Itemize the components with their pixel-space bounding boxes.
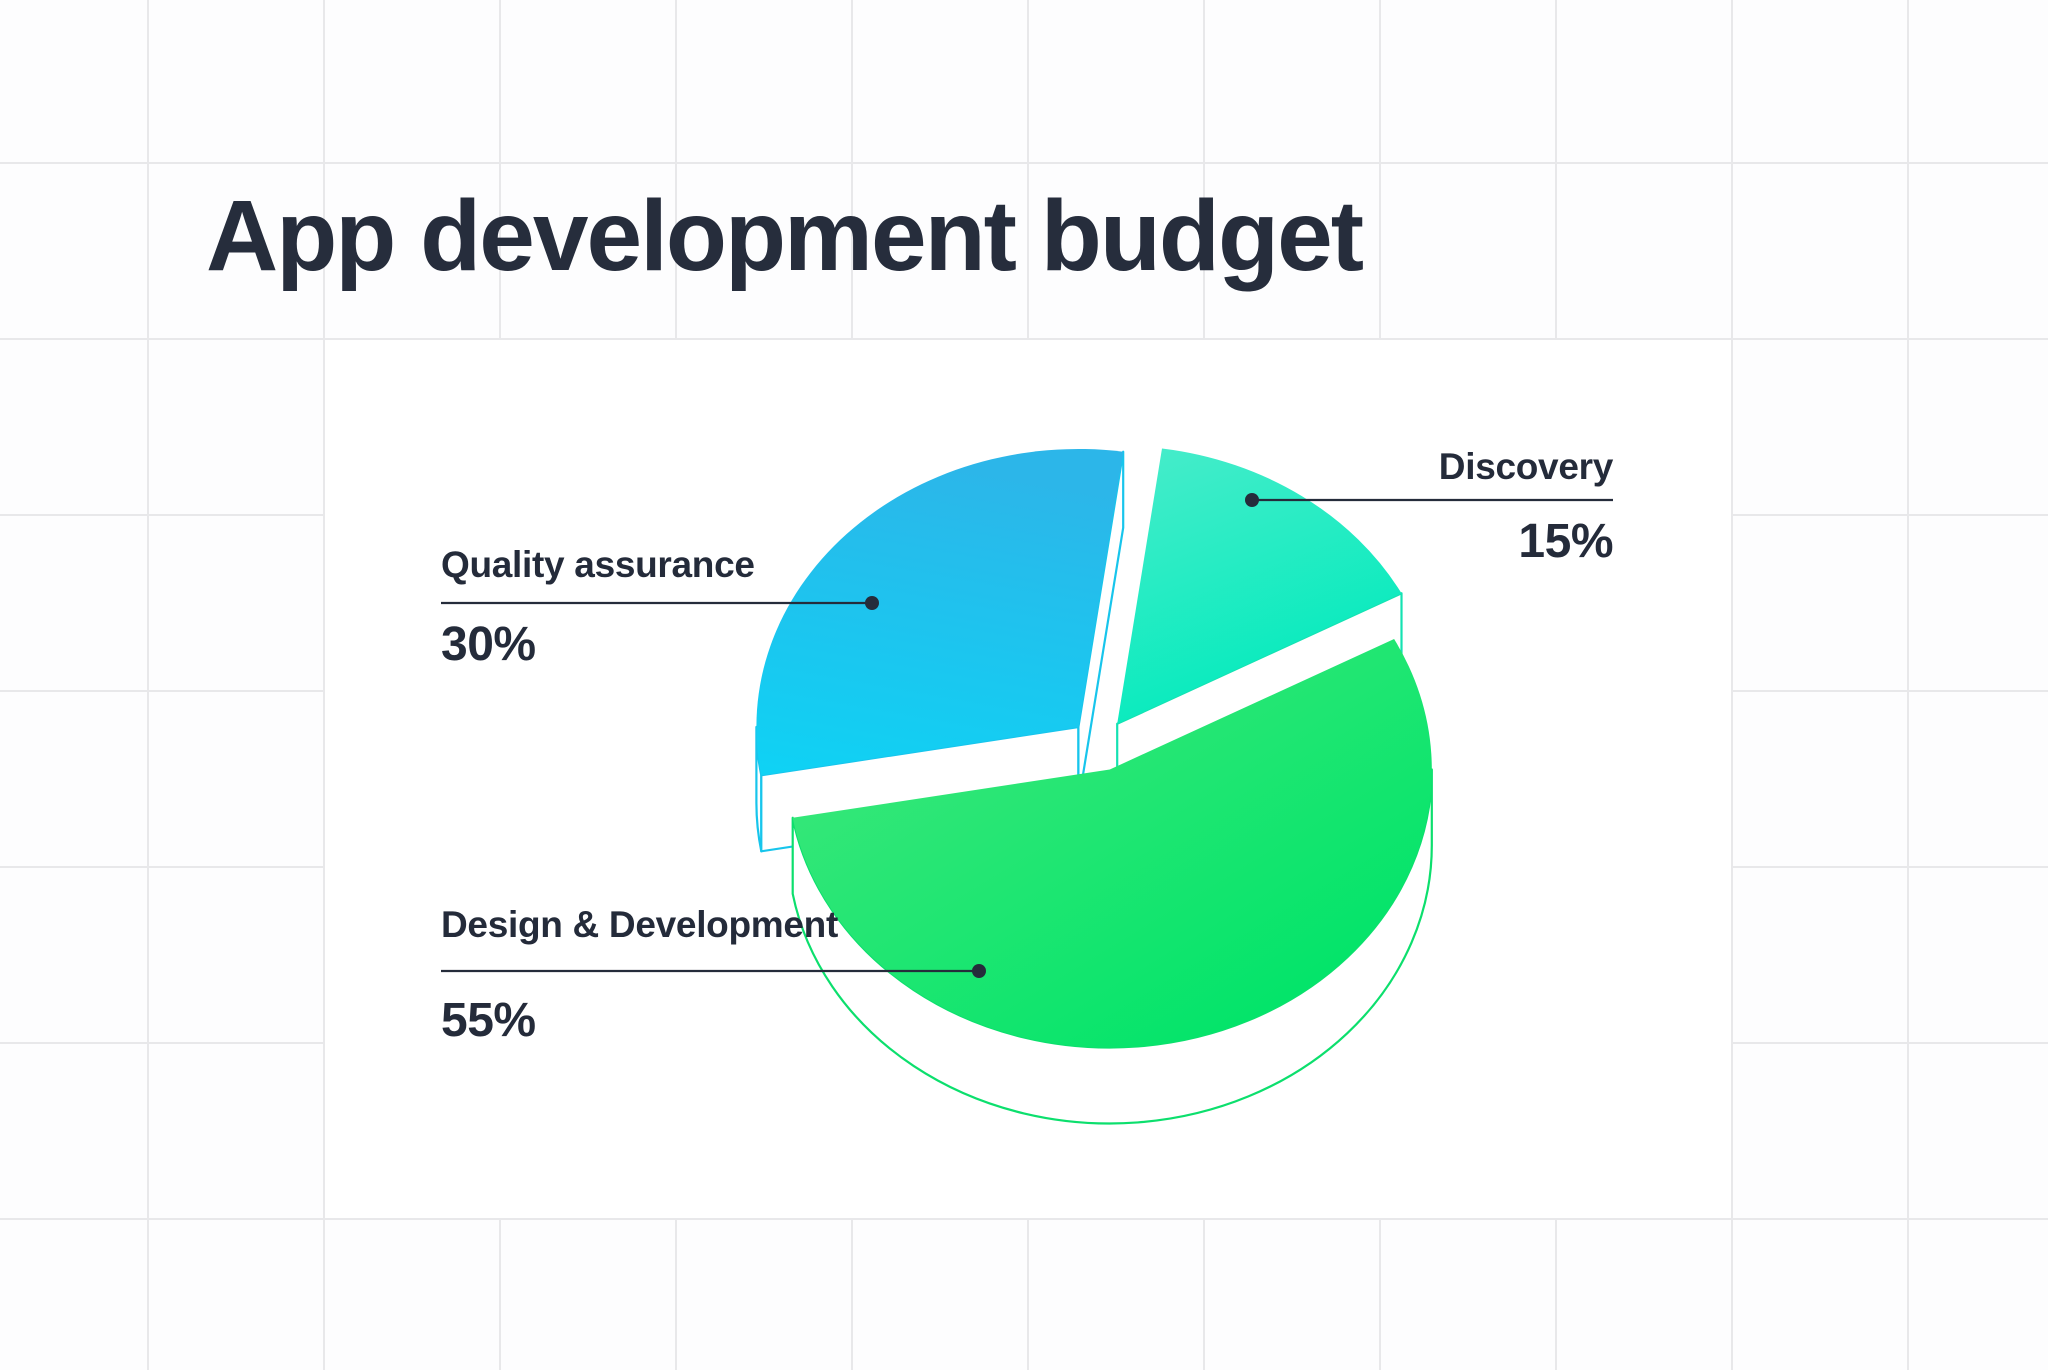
- leader-dot-discovery: [1245, 493, 1259, 507]
- leader-dot-design-development: [972, 964, 986, 978]
- callout-value-discovery: 15%: [1518, 515, 1613, 568]
- callout-value-design-development: 55%: [441, 994, 536, 1047]
- callout-label-design-development: Design & Development: [441, 904, 838, 945]
- leader-dot-quality-assurance: [865, 596, 879, 610]
- page-title: App development budget: [206, 180, 1364, 292]
- pie-slice-design-development: [791, 639, 1433, 1125]
- leader-lines: [441, 493, 1613, 978]
- callout-label-quality-assurance: Quality assurance: [441, 544, 755, 585]
- callout-value-quality-assurance: 30%: [441, 618, 536, 671]
- callout-label-discovery: Discovery: [1438, 446, 1614, 487]
